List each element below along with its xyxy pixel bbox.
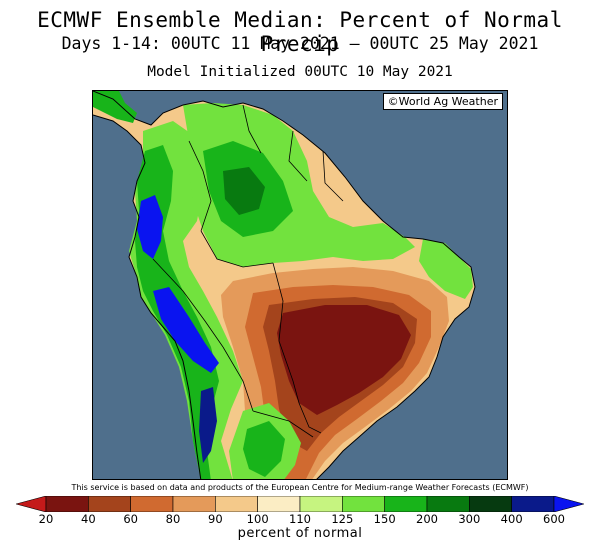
legend-cell (384, 496, 428, 512)
legend-tick-label: 300 (458, 512, 481, 526)
legend-cell (130, 496, 174, 512)
legend-tick-label: 200 (416, 512, 438, 526)
legend-tick-label: 80 (165, 512, 181, 526)
legend-cell (511, 496, 555, 512)
legend-cell (299, 496, 343, 512)
legend-cell (342, 496, 385, 512)
central-america (93, 91, 137, 123)
legend-cell (172, 496, 216, 512)
color-legend-title: percent of normal (237, 526, 363, 541)
legend-cell (45, 496, 89, 512)
blue-andes-south (199, 387, 217, 463)
model-initialized: Model Initialized 00UTC 10 May 2021 (147, 64, 453, 80)
data-source-note: This service is based on data and produc… (71, 483, 529, 492)
copyright-credit: ©World Ag Weather (382, 93, 503, 110)
coastline (93, 91, 476, 479)
map-title: ECMWF Ensemble Median: Percent of Normal… (37, 8, 563, 56)
legend-tick-label: 100 (246, 512, 269, 526)
dark-red-core (277, 305, 411, 415)
blue-andes-north (137, 195, 163, 259)
legend-cell (215, 496, 258, 512)
legend-arrow-low (16, 496, 47, 512)
green-northeast (419, 239, 473, 299)
legend-tick-label: 110 (289, 512, 311, 526)
map-canvas (93, 91, 507, 479)
precip-map: ©World Ag Weather (92, 90, 508, 480)
legend-tick-label: 125 (331, 512, 354, 526)
date-range: Days 1-14: 00UTC 11 May 2021 — 00UTC 25 … (61, 34, 539, 53)
legend-tick-label: 600 (543, 512, 565, 526)
green-darkest-north (223, 167, 265, 215)
legend-tick-label: 40 (81, 512, 96, 526)
legend-cell (88, 496, 131, 512)
blue-andes-central (153, 287, 219, 373)
legend-cell (426, 496, 470, 512)
country-borders (152, 104, 344, 438)
legend-cell (257, 496, 301, 512)
legend-tick-label: 400 (500, 512, 523, 526)
color-legend-labels: 20 40 60 80 90 100 110 125 150 200 300 400 600 (0, 512, 600, 528)
color-legend-bar (16, 496, 584, 512)
legend-cell (469, 496, 512, 512)
legend-arrow-high (553, 496, 584, 512)
legend-tick-label: 60 (123, 512, 138, 526)
legend-tick-label: 150 (373, 512, 396, 526)
legend-tick-label: 20 (38, 512, 54, 526)
legend-tick-label: 90 (208, 512, 223, 526)
green-dark-south (243, 421, 285, 477)
